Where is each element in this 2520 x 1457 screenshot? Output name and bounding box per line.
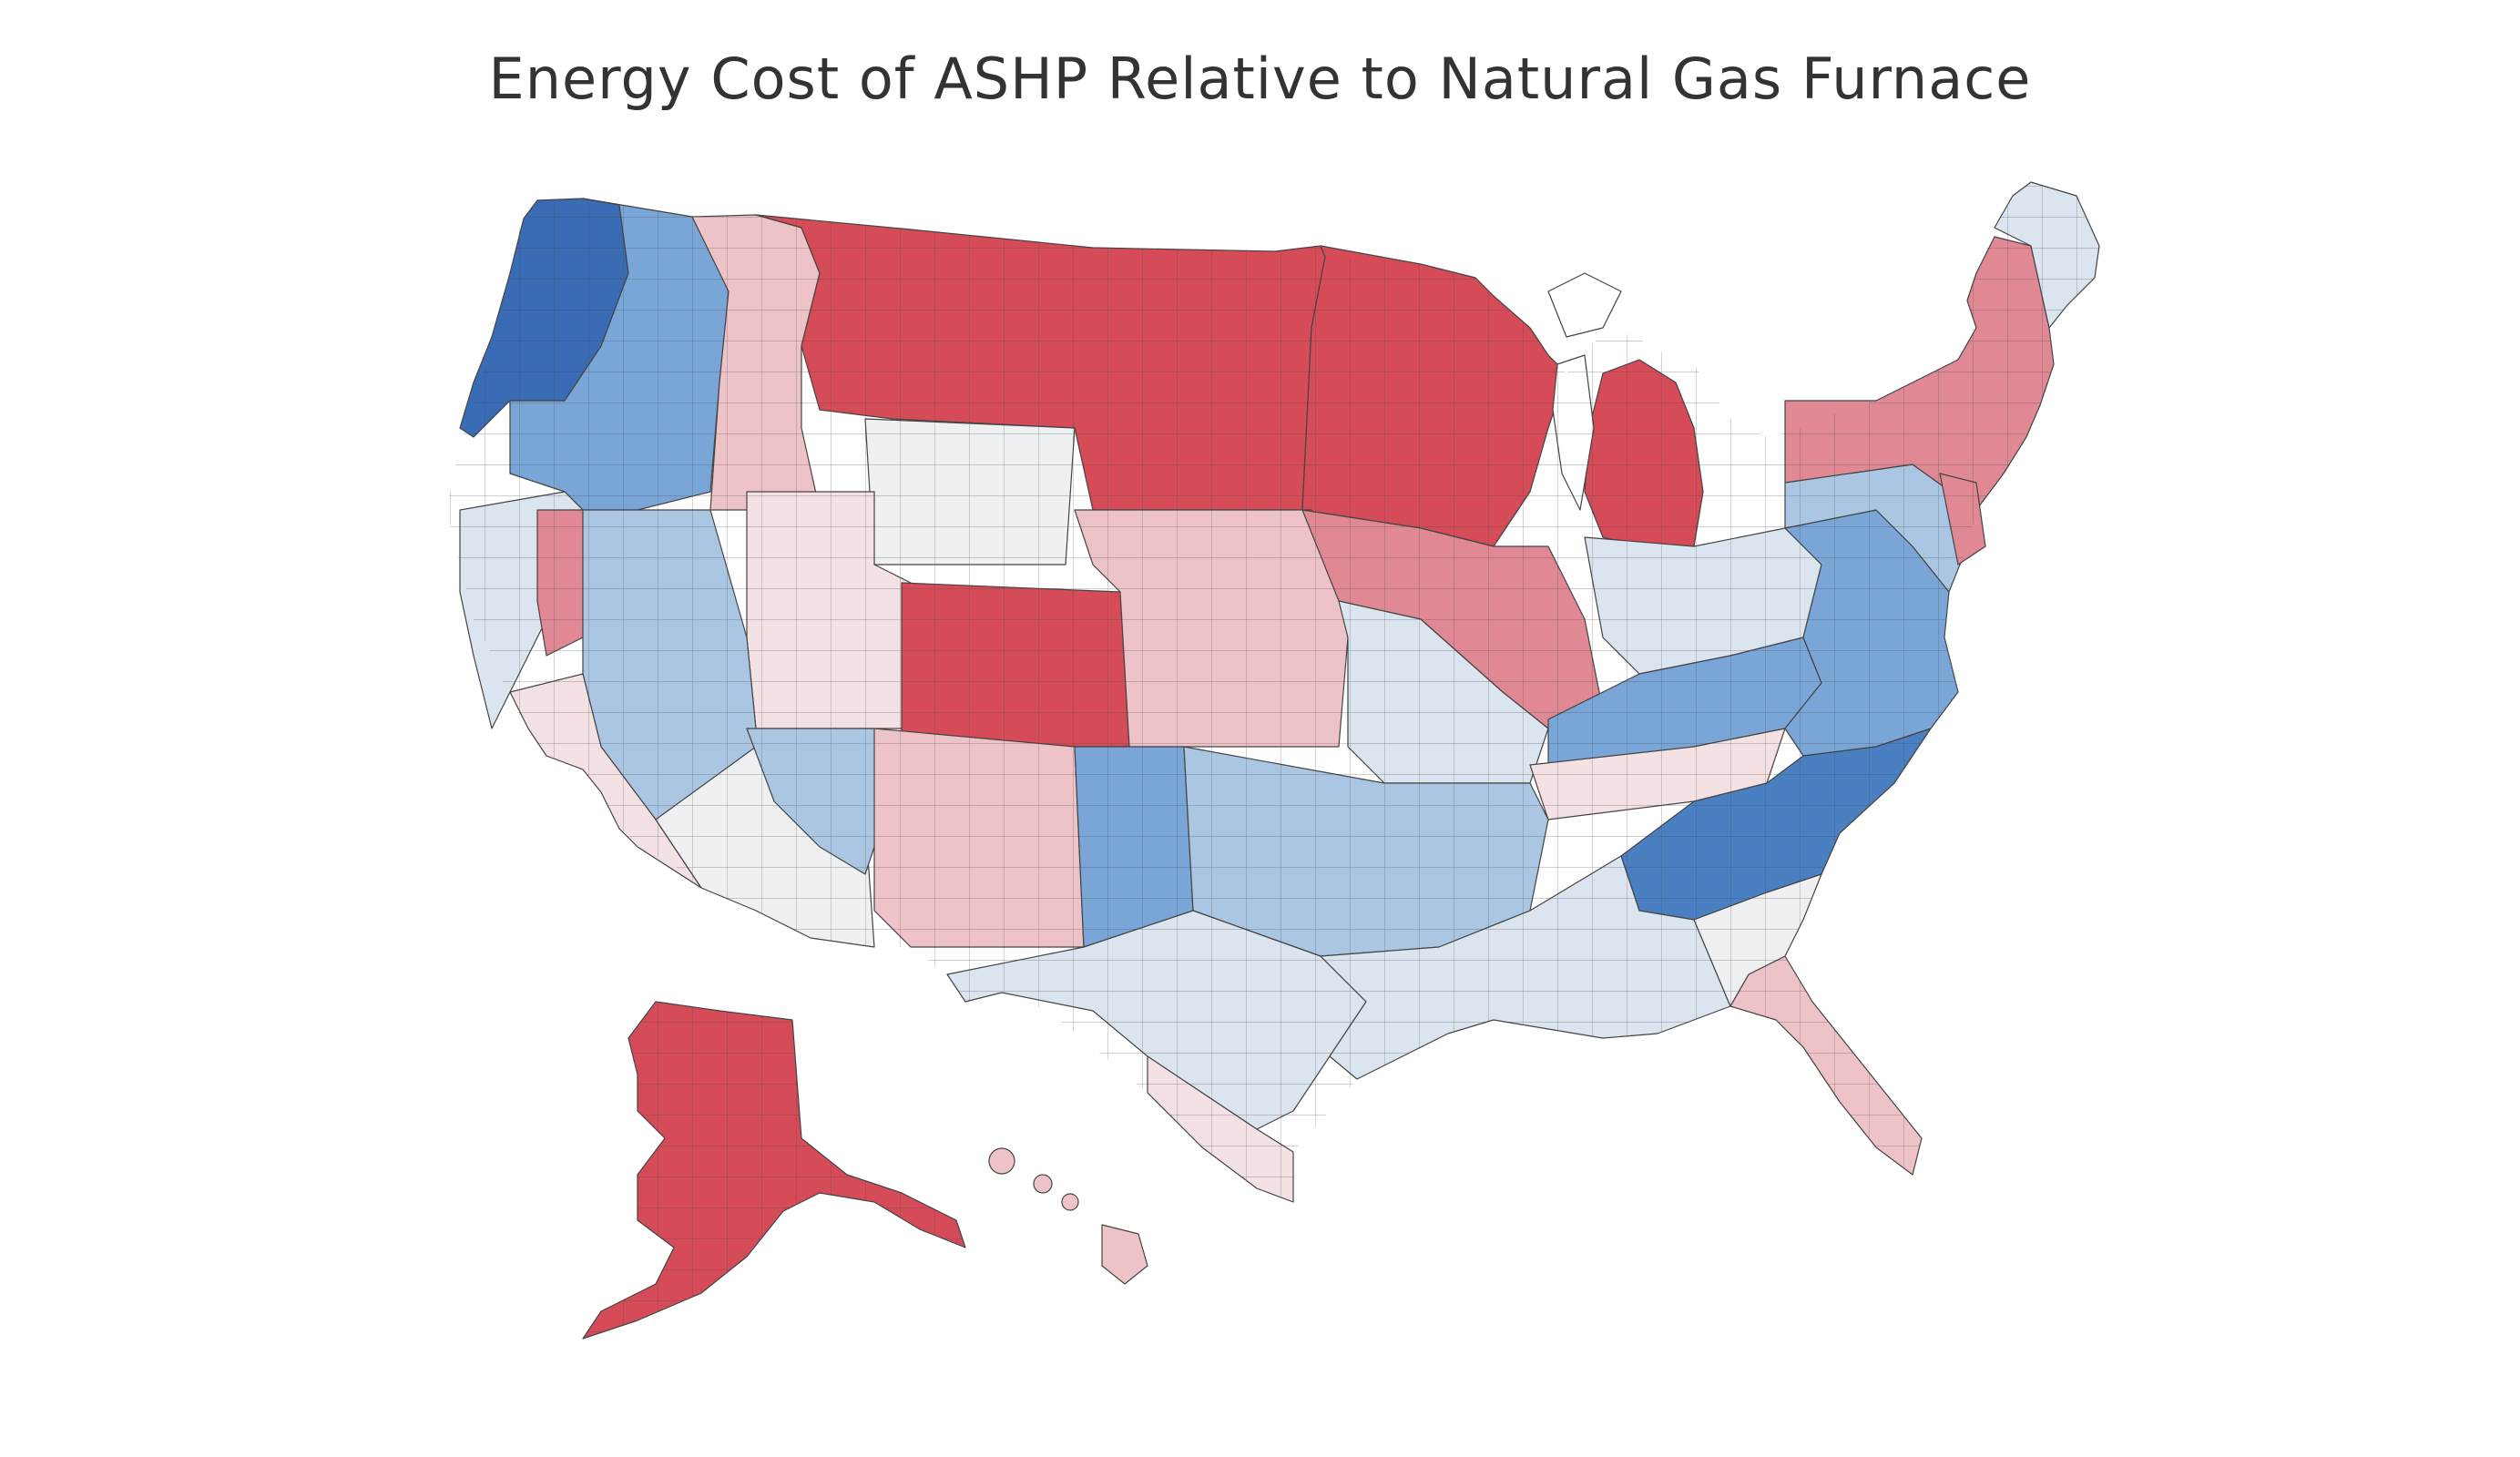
great-lake-1 <box>1547 272 1622 338</box>
hawaii-island-2 <box>1033 1174 1053 1194</box>
alaska-grid <box>583 1002 965 1339</box>
alaska-boroughs <box>583 1002 965 1339</box>
region-hawaii <box>1101 1224 1148 1285</box>
map-title: Energy Cost of ASHP Relative to Natural … <box>488 46 2032 112</box>
hawaii-island-3 <box>1061 1193 1079 1211</box>
hawaii-island-1 <box>988 1147 1015 1175</box>
